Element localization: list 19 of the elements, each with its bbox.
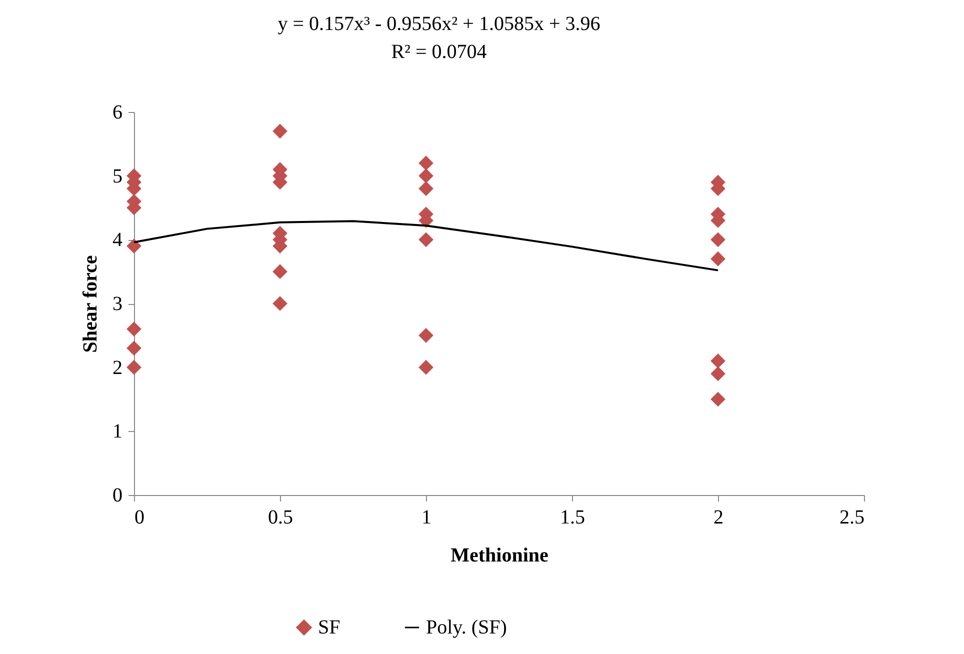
x-tick-label: 1.5 xyxy=(560,506,585,528)
y-tick-label: 3 xyxy=(112,293,122,315)
x-tick-label: 1 xyxy=(422,506,432,528)
text: y = 0.157x³ - 0.9556x² + 1.0585x + 3.96 xyxy=(278,13,600,35)
legend-label: SF xyxy=(318,616,340,638)
y-tick-label: 1 xyxy=(112,420,122,443)
x-tick-label: 0.5 xyxy=(268,506,293,528)
y-tick-label: 2 xyxy=(112,356,122,379)
x-axis-title: Methionine xyxy=(450,544,549,566)
x-tick-label: 2.5 xyxy=(840,506,864,528)
y-tick-label: 4 xyxy=(112,229,122,252)
y-tick-label: 0 xyxy=(112,484,122,506)
text: R² = 0.0704 xyxy=(391,41,487,63)
x-tick-label: 0 xyxy=(134,506,144,528)
x-tick-label: 2 xyxy=(714,506,724,528)
y-tick-label: 5 xyxy=(112,165,122,188)
y-tick-label: 6 xyxy=(112,102,122,124)
y-axis-title: Shear force xyxy=(80,255,102,353)
legend-label: Poly. (SF) xyxy=(426,616,507,638)
